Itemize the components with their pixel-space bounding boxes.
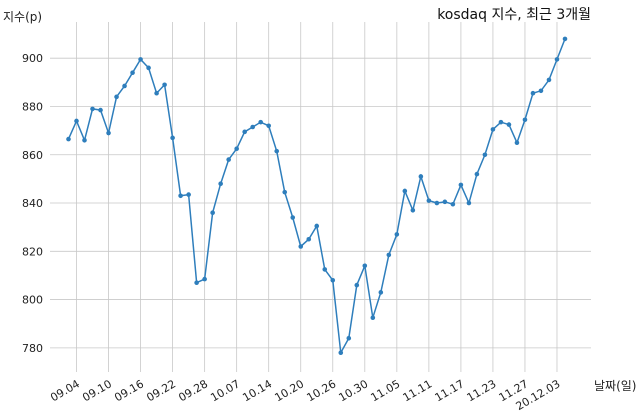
data-point <box>458 182 464 188</box>
data-point <box>290 215 296 220</box>
data-point <box>274 148 280 154</box>
x-gridlines <box>76 22 558 372</box>
data-point <box>162 82 167 88</box>
series-line <box>67 38 566 356</box>
data-point <box>538 88 544 94</box>
y-tick-label: 780 <box>22 342 43 355</box>
data-point <box>98 107 103 113</box>
data-point <box>218 181 223 187</box>
data-point <box>234 146 239 152</box>
series-points <box>66 36 568 355</box>
data-point <box>114 94 119 100</box>
y-tick-label: 800 <box>22 294 43 307</box>
data-point <box>378 290 384 295</box>
data-point <box>226 157 231 162</box>
data-point <box>506 122 512 127</box>
y-tick-label: 880 <box>22 100 43 113</box>
data-point <box>450 201 456 207</box>
data-point <box>362 263 368 269</box>
data-point <box>386 252 392 258</box>
data-point <box>138 57 143 62</box>
data-point <box>154 90 159 96</box>
y-axis-label: 지수(p) <box>3 10 42 24</box>
data-point <box>66 136 71 142</box>
data-point <box>490 127 496 132</box>
data-point <box>170 135 175 141</box>
data-point <box>330 277 336 283</box>
data-point <box>394 232 400 237</box>
data-point <box>562 36 568 42</box>
data-point <box>146 65 151 71</box>
data-point <box>522 117 528 123</box>
data-point <box>282 189 288 195</box>
y-gridlines <box>50 57 591 349</box>
x-tick-label: 11.05 <box>369 377 403 404</box>
data-point <box>106 130 111 136</box>
data-point <box>74 118 79 124</box>
data-point <box>82 137 87 143</box>
y-tick-label: 900 <box>22 52 43 65</box>
y-tick-label: 840 <box>22 197 43 210</box>
data-point <box>546 77 552 83</box>
data-point <box>418 174 424 179</box>
x-tick-label: 10.30 <box>337 377 371 404</box>
data-point <box>554 57 560 62</box>
x-tick-label: 09.22 <box>144 377 178 404</box>
data-point <box>186 192 191 197</box>
x-tick-label: 11.11 <box>401 377 435 404</box>
data-point <box>402 188 408 194</box>
y-axis-ticks: 780 800 820 840 860 880 900 <box>22 52 43 355</box>
data-point <box>370 315 376 320</box>
data-point <box>346 335 352 341</box>
y-tick-label: 860 <box>22 149 43 162</box>
x-tick-label: 10.07 <box>208 377 242 404</box>
x-tick-label: 09.28 <box>176 377 210 404</box>
data-point <box>410 207 416 213</box>
data-point <box>338 350 344 355</box>
data-point <box>266 123 272 129</box>
data-point <box>354 282 360 288</box>
chart-title: kosdaq 지수, 최근 3개월 <box>437 7 591 23</box>
data-point <box>122 83 127 89</box>
data-point <box>242 129 247 135</box>
data-point <box>474 171 480 177</box>
data-point <box>202 276 207 282</box>
data-point <box>90 106 95 112</box>
data-point <box>178 193 183 199</box>
x-tick-label: 10.26 <box>304 377 338 404</box>
data-point <box>514 140 520 145</box>
data-point <box>250 124 255 130</box>
data-point <box>130 70 135 75</box>
x-tick-label: 09.10 <box>80 377 114 404</box>
x-tick-label: 10.14 <box>240 377 274 404</box>
x-axis-label: 날짜(일) <box>594 379 636 393</box>
data-point <box>442 199 448 205</box>
x-tick-label: 10.20 <box>272 377 306 404</box>
x-tick-label: 09.16 <box>112 377 146 404</box>
data-point <box>466 200 472 206</box>
data-point <box>298 244 304 249</box>
data-point <box>530 90 536 96</box>
data-point <box>426 198 432 203</box>
y-tick-label: 820 <box>22 245 43 258</box>
data-point <box>306 236 312 242</box>
data-point <box>210 210 215 215</box>
data-point <box>314 223 320 229</box>
x-tick-label: 11.17 <box>433 377 467 404</box>
data-point <box>194 280 199 285</box>
data-point <box>258 119 263 125</box>
x-axis-ticks: 09.0409.1009.1609.2209.2810.0710.1410.20… <box>48 377 562 413</box>
x-tick-label: 09.04 <box>48 377 82 404</box>
data-point <box>322 267 328 272</box>
data-point <box>434 200 440 206</box>
data-point <box>482 152 488 158</box>
data-point <box>498 119 504 125</box>
x-tick-label: 11.23 <box>465 377 499 404</box>
